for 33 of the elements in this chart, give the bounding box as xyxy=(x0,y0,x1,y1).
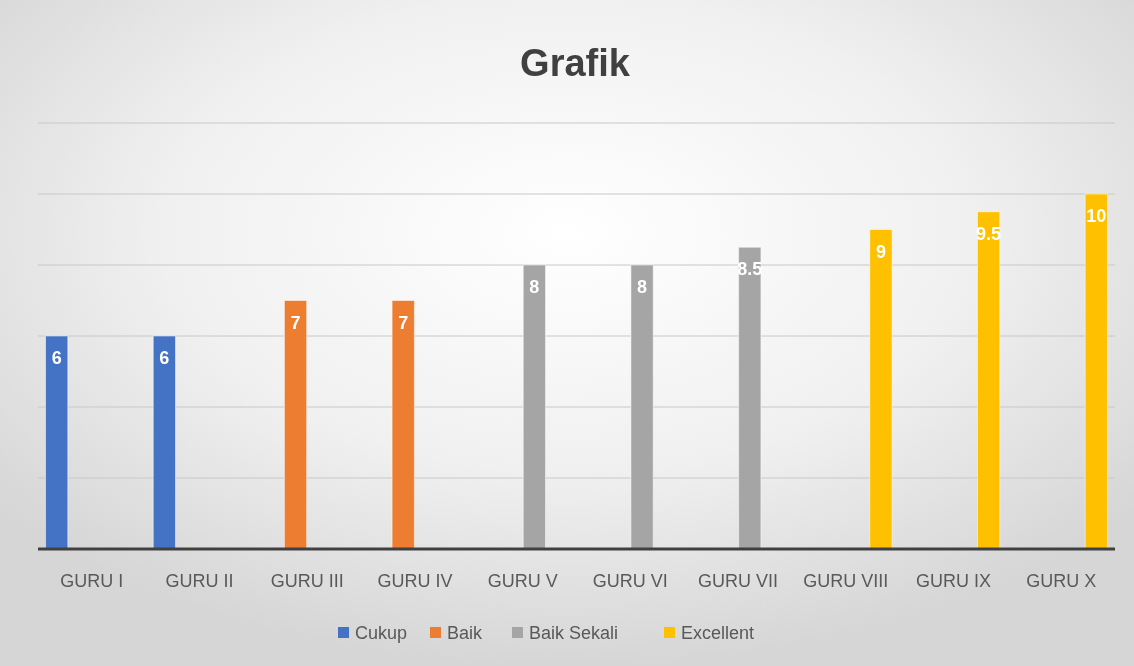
x-tick-label: GURU III xyxy=(270,571,344,591)
data-label: 10 xyxy=(1086,206,1107,226)
data-label: 9 xyxy=(875,241,886,262)
x-tick-label: GURU VIII xyxy=(803,571,889,591)
x-tick-label: GURU X xyxy=(1026,571,1097,591)
data-label: 8 xyxy=(637,277,648,297)
data-label: 7 xyxy=(398,312,409,333)
legend-label: Baik xyxy=(447,623,484,643)
bar xyxy=(152,335,177,550)
bar xyxy=(1084,193,1108,550)
chart-title: Grafik xyxy=(520,42,631,84)
data-label: 6 xyxy=(159,348,170,368)
bar xyxy=(391,300,415,550)
bar xyxy=(976,211,1001,550)
x-tick-label: GURU IV xyxy=(377,571,453,591)
bar xyxy=(522,264,547,550)
bar xyxy=(738,246,762,550)
x-tick-label: GURU V xyxy=(487,571,558,591)
legend-label: Cukup xyxy=(355,623,408,643)
legend-label: Baik Sekali xyxy=(529,623,619,643)
bar xyxy=(630,264,654,550)
x-tick-label: GURU VII xyxy=(698,571,779,591)
x-tick-label: GURU VI xyxy=(592,571,668,591)
x-tick-label: GURU II xyxy=(165,571,234,591)
x-tick-label: GURU I xyxy=(60,571,124,591)
data-label: 8 xyxy=(529,277,540,297)
data-label: 7 xyxy=(290,312,301,333)
x-tick-label: GURU IX xyxy=(915,571,991,591)
legend-label: Excellent xyxy=(681,623,755,643)
data-label: 6 xyxy=(51,348,62,368)
bar xyxy=(283,300,308,550)
bar xyxy=(869,229,893,550)
bar xyxy=(45,335,69,550)
